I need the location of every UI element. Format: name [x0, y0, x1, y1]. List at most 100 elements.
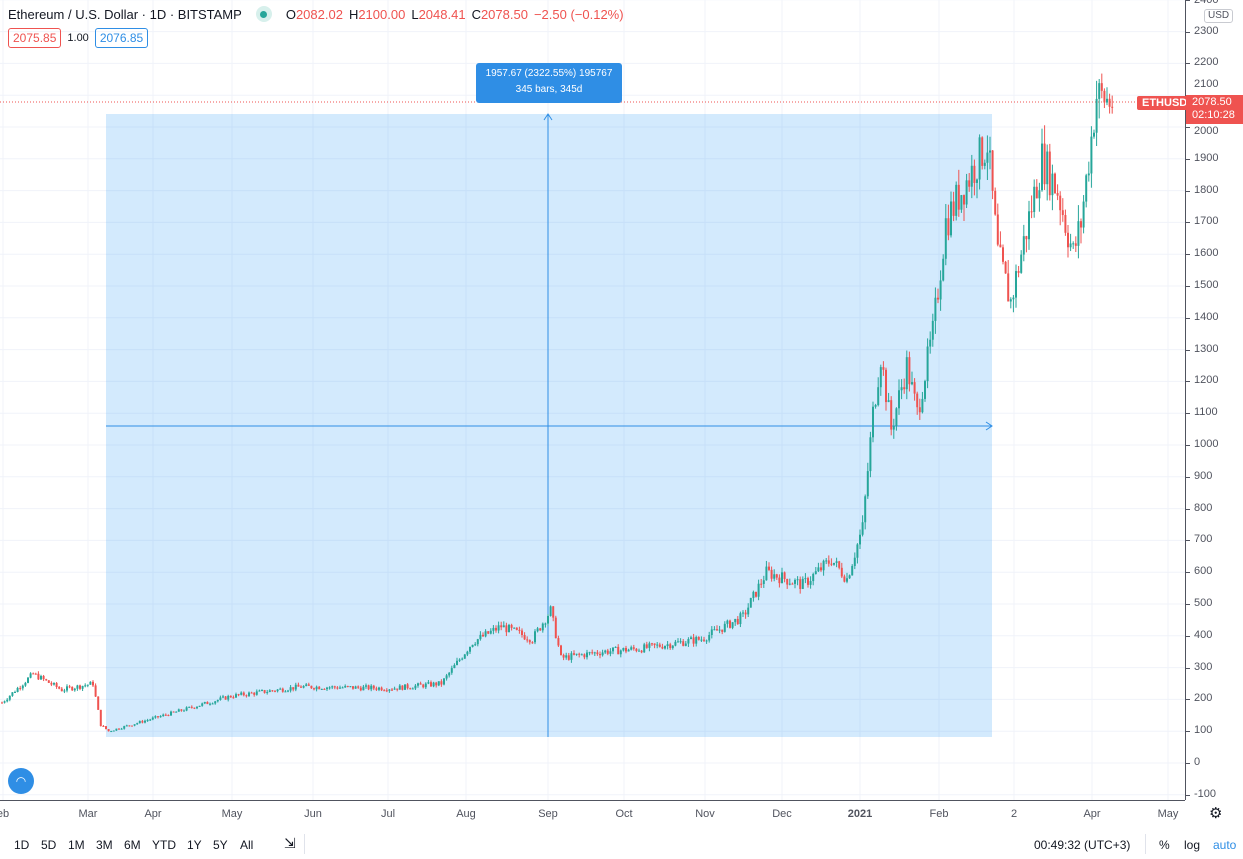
auto-toggle[interactable]: auto [1213, 838, 1237, 852]
candle-body [16, 687, 19, 692]
range-ytd[interactable]: YTD [152, 838, 176, 852]
candle-body [643, 644, 646, 653]
candle-body [253, 692, 256, 695]
candle-body [869, 437, 872, 472]
candle-body [825, 560, 828, 562]
time-tick: 2021 [847, 808, 873, 820]
candle-body [154, 716, 157, 718]
candle-body [240, 692, 243, 695]
clock[interactable]: 00:49:32 (UTC+3) [1034, 838, 1131, 852]
candle-body [430, 682, 432, 687]
candle-body [167, 714, 170, 716]
candle-body [645, 644, 648, 648]
range-1m[interactable]: 1M [68, 838, 85, 852]
price-tick: 700 [1194, 533, 1213, 546]
range-5d[interactable]: 5D [41, 838, 57, 852]
price-tick-mark [1186, 763, 1190, 764]
candle-body [341, 687, 344, 689]
candle-body [965, 180, 968, 205]
range-1d[interactable]: 1D [14, 838, 30, 852]
candle-body [937, 297, 939, 300]
candle-body [968, 180, 971, 187]
candle-body [414, 685, 417, 689]
range-1y[interactable]: 1Y [187, 838, 202, 852]
candle-body [723, 623, 726, 632]
goto-date-icon[interactable]: ⇲ [284, 835, 296, 851]
candle-body [1048, 151, 1051, 196]
symbol-title[interactable]: Ethereum / U.S. Dollar · 1D · BITSTAMP [8, 6, 242, 22]
candle-body [97, 696, 100, 710]
candle-body [448, 672, 451, 676]
candle-body [331, 686, 334, 688]
candle-body [565, 655, 568, 658]
candle-body [781, 572, 783, 584]
price-tick: 200 [1194, 692, 1213, 705]
candle-body [879, 367, 882, 388]
candle-body [656, 644, 659, 646]
candle-body [796, 579, 799, 581]
candle-body [721, 629, 724, 632]
sell-price[interactable]: 2075.85 [8, 28, 62, 48]
candle-body [66, 686, 68, 691]
candle-body [713, 629, 716, 631]
candle-body [1059, 195, 1062, 211]
price-tick-mark [1186, 317, 1190, 319]
candle-body [729, 620, 731, 628]
candle-body [144, 720, 146, 723]
candle-body [757, 583, 760, 597]
candle-body [887, 400, 890, 403]
range-all[interactable]: All [240, 838, 254, 852]
buy-price[interactable]: 2076.85 [94, 28, 149, 48]
price-tick-mark [1186, 413, 1190, 415]
range-6m[interactable]: 6M [124, 838, 141, 852]
candle-body [1028, 211, 1030, 240]
time-tick: Jun [304, 808, 322, 820]
candle-body [929, 339, 932, 347]
time-axis[interactable]: eb Mar Apr May Jun Jul Aug Sep Oct Nov Dec 2021 Feb 2… [0, 800, 1185, 826]
candle-body [68, 686, 71, 688]
candle-body [336, 687, 339, 689]
candle-body [427, 682, 430, 684]
candle-body [526, 639, 529, 641]
candle-body [905, 357, 908, 390]
candle-body [422, 684, 425, 688]
candle-body [1043, 143, 1046, 185]
candle-body [1020, 254, 1023, 273]
tradingview-logo-icon[interactable]: ◠ [8, 768, 34, 794]
candle-body [73, 688, 76, 691]
candle-body [752, 591, 755, 598]
candle-body [812, 573, 815, 582]
candle-body [401, 685, 404, 690]
candle-body [196, 706, 198, 709]
candle-body [586, 652, 588, 658]
candle-body [445, 675, 448, 679]
percent-toggle[interactable]: % [1159, 838, 1170, 852]
settings-gear-icon[interactable]: ⚙ [1209, 805, 1223, 822]
candle-body [536, 628, 539, 632]
candle-body [1046, 151, 1049, 185]
time-tick: Apr [144, 808, 162, 820]
candle-body [1004, 261, 1007, 274]
price-chart[interactable] [0, 0, 1185, 800]
candle-body [281, 688, 284, 692]
spread: 1.00 [67, 32, 89, 44]
candle-body [742, 612, 744, 614]
candle-body [666, 644, 669, 647]
candle-body [765, 566, 768, 581]
candle-body [362, 686, 365, 691]
currency-label[interactable]: USD [1204, 9, 1234, 23]
range-5y[interactable]: 5Y [213, 838, 228, 852]
candle-body [814, 571, 817, 574]
candle-body [898, 390, 900, 409]
candle-body [970, 165, 973, 187]
price-axis[interactable]: 2400 2300 2200 2100 2000 1900 1800 1700 1600 1500… [1185, 0, 1243, 800]
candle-body [1077, 221, 1080, 246]
candle-body [375, 688, 378, 690]
candle-body [799, 579, 802, 589]
candle-body [266, 692, 269, 694]
price-tick: 100 [1194, 724, 1213, 737]
candle-body [128, 725, 131, 727]
range-3m[interactable]: 3M [96, 838, 113, 852]
candle-body [981, 137, 984, 166]
log-toggle[interactable]: log [1184, 838, 1201, 852]
